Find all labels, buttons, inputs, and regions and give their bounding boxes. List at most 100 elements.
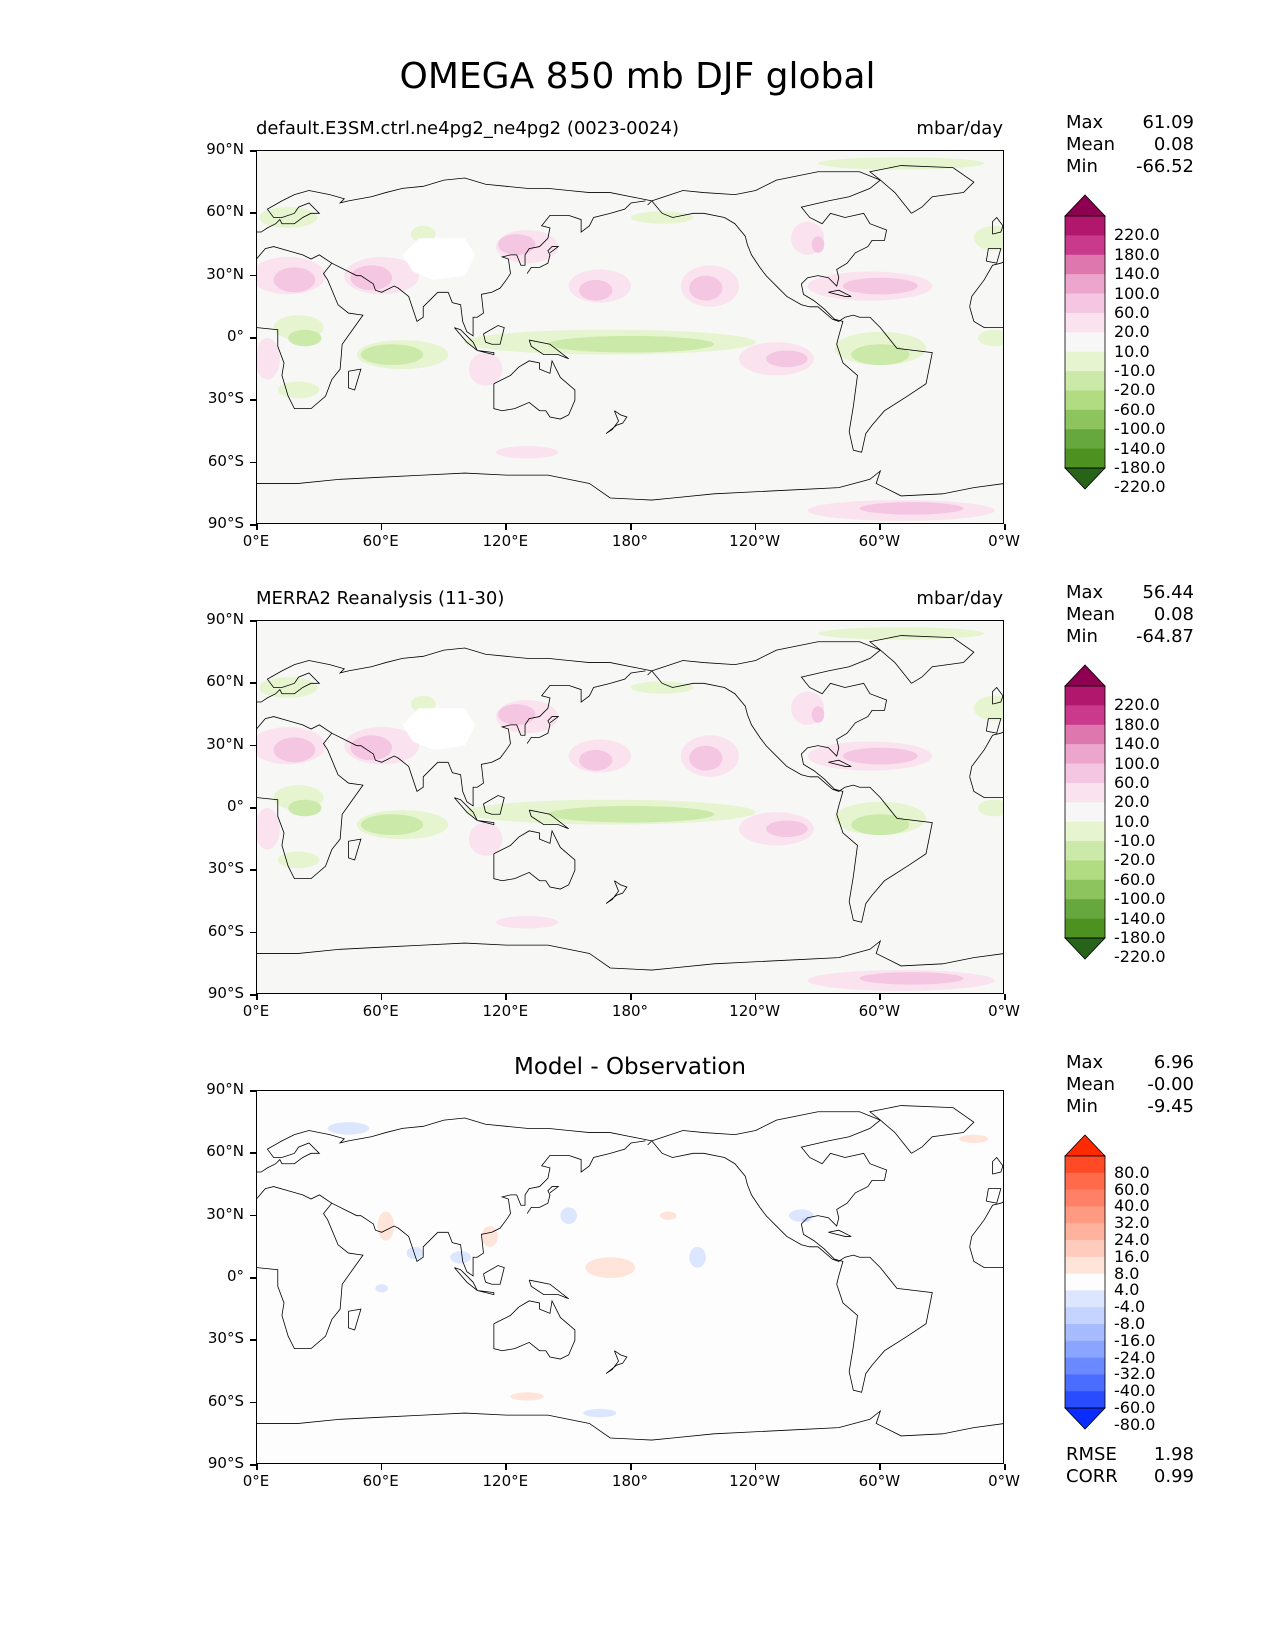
colorbar-segment [1065, 1256, 1105, 1275]
colorbar-segment [1065, 1307, 1105, 1325]
coastline [454, 1267, 478, 1291]
contour-region [631, 211, 694, 224]
contour-region [257, 338, 280, 380]
x-tick-mark [630, 1464, 632, 1470]
contour-region [973, 225, 1003, 251]
colorbar-level-label: 20.0 [1114, 792, 1150, 812]
stat-label: Max [1066, 582, 1104, 603]
colorbar-segment [1065, 782, 1105, 803]
contour-region [375, 1284, 388, 1293]
y-tick-mark [250, 682, 256, 684]
contour-region [510, 1392, 544, 1401]
contour-region [851, 344, 910, 366]
y-tick-label: 30°S [207, 859, 244, 878]
map-canvas [257, 157, 1003, 521]
contour-region [257, 808, 280, 850]
contour-region [818, 627, 985, 640]
stat-label: Min [1066, 626, 1098, 647]
y-tick-label: 30°S [207, 1329, 244, 1348]
y-tick-mark [250, 1339, 256, 1341]
contour-region [631, 681, 694, 694]
colorbar-svg [1064, 194, 1106, 490]
contour-region [377, 1211, 395, 1241]
stat-label: Max [1066, 1052, 1104, 1073]
contour-region [689, 1246, 706, 1268]
coastline [477, 820, 495, 826]
colorbar-extend-max [1064, 664, 1106, 687]
coastline [605, 880, 628, 904]
coastline [331, 1140, 646, 1277]
contour-region [450, 1250, 472, 1264]
y-tick-label: 0° [226, 327, 244, 345]
stat-max: 6.96 [1153, 1052, 1194, 1073]
stats-box: Max 61.09 Mean 0.08 Min -66.52 [1066, 112, 1194, 178]
colorbar-segment [1065, 1290, 1105, 1308]
contour-region [579, 279, 613, 301]
colorbar-level-label: 140.0 [1114, 734, 1160, 754]
y-tick-mark [250, 994, 256, 996]
coastline [828, 289, 852, 297]
metric-label: CORR [1066, 1466, 1118, 1487]
stat-min: -64.87 [1135, 626, 1194, 647]
contour-region [259, 207, 318, 228]
colorbar-segment [1065, 1206, 1105, 1224]
x-tick-label: 60°E [362, 532, 399, 550]
y-tick-label: 0° [226, 797, 244, 815]
contour-region [560, 1207, 577, 1224]
colorbar-level-label: -24.0 [1114, 1347, 1156, 1367]
colorbar-segment [1065, 1223, 1105, 1241]
contour-region [350, 735, 393, 761]
x-tick-mark [505, 524, 507, 530]
coastline [454, 797, 478, 821]
contour-region [977, 799, 1003, 817]
x-tick-mark [256, 524, 258, 530]
x-tick-label: 120°E [482, 1002, 529, 1020]
coastline [528, 809, 569, 830]
panel-test: default.E3SM.ctrl.ne4pg2_ne4pg2 (0023-00… [0, 112, 1275, 590]
coastline [651, 1111, 933, 1393]
x-tick-label: 60°W [858, 1472, 901, 1490]
contour-region [859, 502, 964, 515]
coastline [257, 1117, 653, 1173]
x-tick-label: 0°E [242, 1472, 270, 1490]
map-ref [256, 620, 1004, 994]
x-tick-label: 0°W [988, 532, 1020, 550]
y-tick-label: 30°N [206, 734, 244, 753]
contour-region [689, 745, 723, 771]
contour-region [585, 1257, 636, 1278]
colorbar-level-label: 100.0 [1114, 283, 1160, 303]
figure-title: OMEGA 850 mb DJF global [399, 56, 876, 97]
x-tick-mark [754, 994, 757, 1000]
colorbar-svg [1064, 1134, 1106, 1430]
x-tick-label: 0°E [242, 532, 270, 550]
colorbar-segment [1065, 686, 1105, 706]
y-tick-label: 90°N [206, 140, 244, 158]
colorbar-level-label: -140.0 [1114, 438, 1166, 458]
coastline [257, 1186, 364, 1350]
y-tick-label: 60°S [207, 451, 244, 470]
y-tick-label: 90°S [207, 514, 244, 532]
colorbar-level-label: -10.0 [1114, 361, 1156, 381]
colorbar-level-label: 140.0 [1114, 264, 1160, 284]
x-tick-label: 120°W [729, 532, 781, 550]
y-tick-mark [250, 1277, 256, 1279]
coastline [528, 1279, 569, 1300]
colorbar-extend-max [1064, 1134, 1106, 1157]
coastline [331, 670, 646, 807]
colorbar-level-label: -140.0 [1114, 908, 1166, 928]
x-tick-mark [879, 524, 881, 530]
colorbar-segment [1065, 1240, 1105, 1258]
stat-min: -9.45 [1147, 1096, 1194, 1117]
colorbar-level-label: 220.0 [1114, 225, 1160, 245]
colorbar-segment [1065, 1156, 1105, 1174]
y-tick-mark [250, 150, 256, 152]
y-tick-mark [250, 524, 256, 526]
x-tick-label: 60°E [362, 1472, 399, 1490]
contour-region [288, 799, 322, 817]
colorbar-segment [1065, 235, 1105, 256]
x-tick-label: 0°W [988, 1472, 1020, 1490]
y-tick-mark [250, 1214, 256, 1217]
metrics-box: RMSE 1.98 CORR 0.99 [1066, 1444, 1194, 1488]
x-tick-mark [380, 524, 383, 530]
colorbar-segment [1065, 1357, 1105, 1375]
